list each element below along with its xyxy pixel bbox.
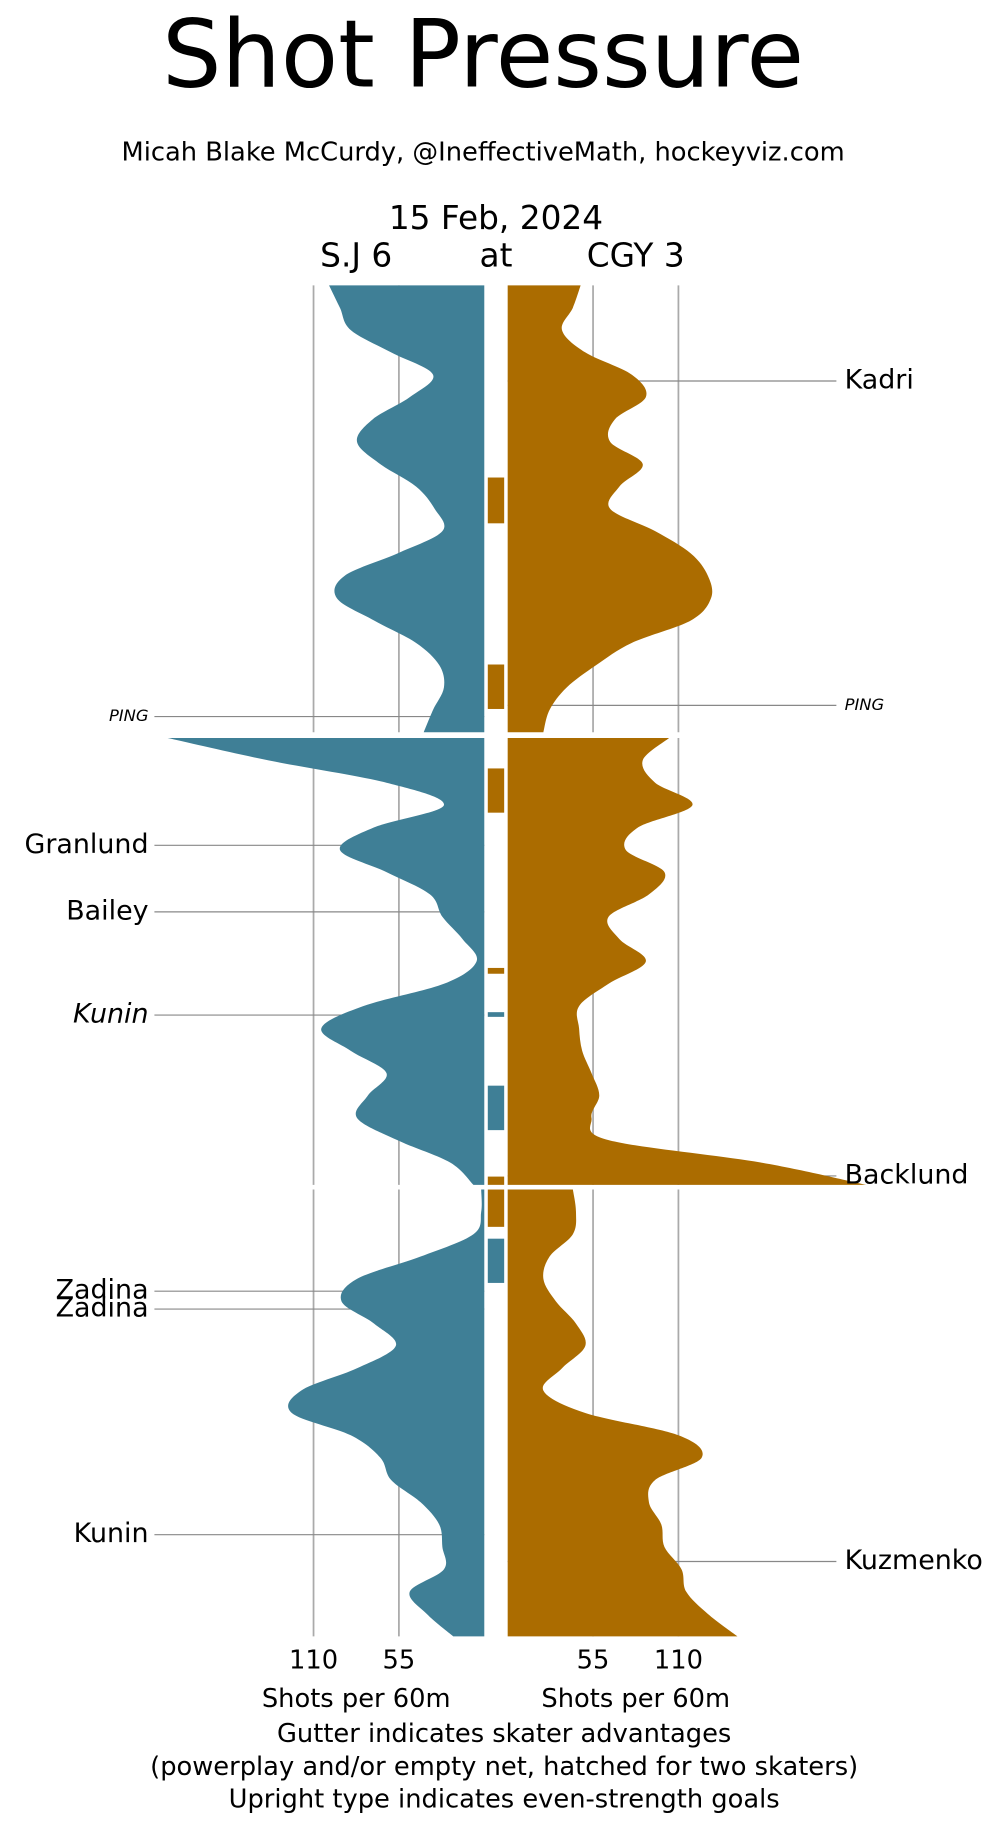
goal-label: Zadina xyxy=(56,1293,149,1324)
x-tick-label: 110 xyxy=(289,1645,338,1675)
x-tick-label: 110 xyxy=(654,1645,703,1675)
advantage xyxy=(487,768,505,813)
goal-label: PING xyxy=(109,706,149,725)
pressure-shape xyxy=(167,738,485,1185)
goal-label: Kunin xyxy=(73,999,149,1030)
pressure-shape xyxy=(507,285,713,733)
advantage xyxy=(487,1012,505,1017)
goal-label: Bailey xyxy=(66,895,148,926)
advantage xyxy=(487,1238,505,1283)
shapes xyxy=(167,285,867,1637)
advantage xyxy=(487,477,505,524)
goal-label: Zadina xyxy=(56,1275,149,1306)
advantage xyxy=(487,1189,505,1227)
note: Upright type indicates even-strength goa… xyxy=(229,1785,780,1815)
pressure-shape xyxy=(288,1189,485,1637)
goal-label: Backlund xyxy=(845,1159,969,1190)
x-axis-label: Shots per 60m xyxy=(541,1684,730,1714)
note: (powerplay and/or empty net, hatched for… xyxy=(150,1752,858,1782)
pressure-shape xyxy=(329,285,485,733)
goal-label: Kadri xyxy=(845,365,914,396)
advantage xyxy=(487,664,505,709)
advantage xyxy=(487,1176,505,1185)
pressure-shape xyxy=(507,738,867,1185)
goal-label: PING xyxy=(845,695,885,714)
chart-subtitle: Micah Blake McCurdy, @IneffectiveMath, h… xyxy=(122,138,845,168)
labels: S.J 6 CGY 3 55 110 Shots per 60m 55 110 Shots p… xyxy=(25,236,983,1814)
pressure-shape xyxy=(507,1189,738,1637)
advantage xyxy=(487,1085,505,1131)
x-tick-label: 55 xyxy=(577,1645,610,1675)
x-tick-label: 55 xyxy=(383,1645,416,1675)
team-label: CGY 3 xyxy=(587,236,685,274)
x-axis-label: Shots per 60m xyxy=(262,1684,451,1714)
goal-label: Granlund xyxy=(25,829,149,860)
note: Gutter indicates skater advantages xyxy=(277,1719,731,1749)
advantage xyxy=(487,967,505,974)
game-date: 15 Feb, 2024 xyxy=(389,199,603,237)
goal-label: Kunin xyxy=(74,1518,149,1549)
goal-label: Kuzmenko xyxy=(845,1545,983,1576)
connector: at xyxy=(480,236,513,274)
team-label: S.J 6 xyxy=(320,236,392,274)
chart-title: Shot Pressure xyxy=(162,1,804,110)
